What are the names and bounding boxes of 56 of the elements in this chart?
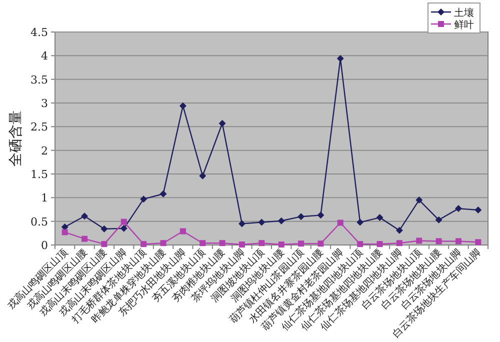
- point: [318, 240, 324, 247]
- y-tick-label: 1: [41, 192, 48, 205]
- point: [436, 238, 442, 244]
- point: [160, 240, 166, 246]
- y-tick-label: 0: [41, 239, 48, 252]
- point: [336, 55, 344, 62]
- y-tick-label: 3.5: [30, 73, 48, 86]
- point: [82, 236, 88, 242]
- point: [454, 205, 462, 212]
- y-axis-title: 全硒含量: [8, 110, 24, 166]
- point: [238, 242, 245, 248]
- point: [455, 238, 462, 244]
- point: [337, 220, 344, 226]
- point: [140, 241, 147, 248]
- y-tick-label: 1.5: [30, 168, 48, 181]
- legend-label: 土壤: [454, 7, 474, 19]
- y-tick-label: 4.5: [30, 26, 48, 39]
- point: [356, 218, 364, 226]
- point: [416, 238, 422, 244]
- point: [219, 240, 226, 246]
- point: [278, 242, 284, 248]
- point: [62, 229, 68, 236]
- point: [298, 240, 304, 247]
- point: [396, 240, 402, 246]
- point: [376, 241, 383, 248]
- y-tick-label: 2.5: [30, 120, 48, 134]
- point: [120, 224, 128, 232]
- point: [258, 240, 265, 246]
- point: [199, 172, 206, 180]
- point: [278, 217, 285, 224]
- point: [180, 228, 186, 234]
- point: [435, 216, 442, 224]
- point: [396, 226, 403, 234]
- point: [416, 196, 423, 204]
- point: [474, 206, 482, 214]
- point: [298, 213, 305, 220]
- point: [160, 190, 167, 198]
- point: [357, 241, 364, 248]
- y-tick-label: 4: [41, 50, 48, 63]
- point: [218, 120, 226, 127]
- point: [317, 212, 324, 219]
- point: [140, 196, 148, 203]
- point: [101, 241, 108, 248]
- point: [376, 214, 384, 222]
- y-tick-label: 0.5: [30, 215, 48, 228]
- point: [120, 218, 127, 225]
- point: [200, 240, 206, 246]
- point: [81, 212, 88, 220]
- point: [100, 225, 108, 232]
- point: [258, 218, 266, 226]
- y-tick-label: 3: [41, 97, 48, 110]
- point: [179, 102, 186, 110]
- y-tick-label: 2: [41, 144, 48, 158]
- point: [238, 220, 246, 228]
- point: [475, 239, 482, 246]
- legend-label: 鲜叶: [454, 19, 474, 31]
